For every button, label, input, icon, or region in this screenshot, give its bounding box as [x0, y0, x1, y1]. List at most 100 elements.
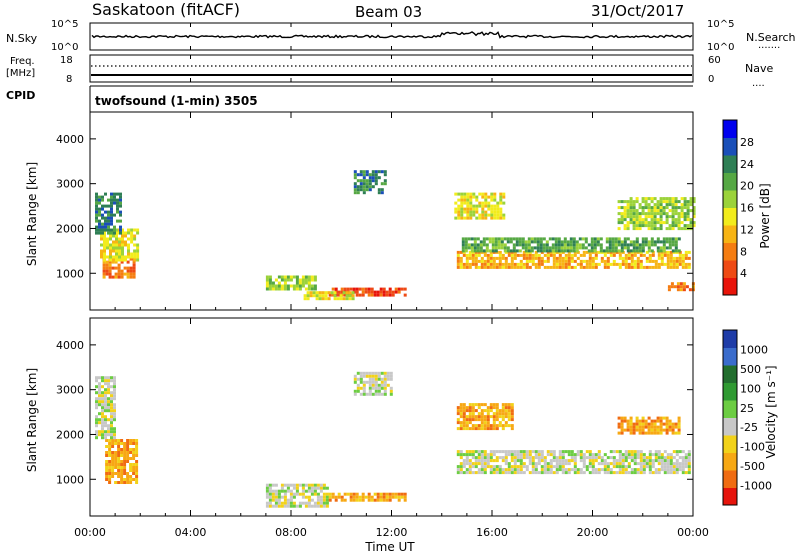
vel-cells-cell-5: [513, 465, 517, 469]
power-cells-cell-10: [680, 215, 684, 219]
vel-cells-cell-1: [110, 403, 113, 407]
vel-cells-cell-4: [356, 386, 360, 390]
freq-unit: [MHz]: [6, 68, 35, 79]
vel-cells-cell-4: [356, 383, 360, 387]
power-cells-cell-7: [486, 253, 490, 257]
vel-cells-cell-6: [495, 403, 499, 407]
vel-cells-cell-6: [480, 418, 484, 422]
vel-cells-cell-0: [114, 463, 118, 466]
power-cells-cell-8: [548, 237, 552, 241]
power-cells-cell-10: [644, 203, 648, 207]
power-cells-cell-1: [103, 243, 106, 247]
vel-cells-cell-5: [576, 450, 580, 454]
vel-cells-cell-1: [113, 415, 116, 419]
vel-cells-cell-4: [353, 380, 357, 384]
power-cells-cell-9: [496, 201, 500, 205]
vel-cells-cell-2: [322, 486, 326, 490]
vel-cells-cell-0: [120, 469, 124, 472]
power-cells-cell-7: [525, 253, 529, 257]
vel-cells-cell-0: [123, 469, 127, 472]
vel-cells-cell-0: [120, 439, 124, 442]
vel-cells-cell-7: [668, 422, 672, 426]
power-cells-cell-10: [677, 206, 681, 210]
power-cells-cell-1: [109, 255, 112, 259]
vel-cells-cell-2: [301, 489, 305, 493]
vel-cells-cell-1: [98, 394, 101, 398]
power-cells-cell-10: [635, 221, 639, 225]
vel-cells-cell-6: [459, 421, 463, 425]
vel-cells-cell-5: [546, 465, 550, 469]
vel-cells-cell-0: [135, 460, 139, 463]
power-cells-cell-9: [472, 192, 476, 196]
vel-cells-cell-2: [307, 501, 311, 505]
vel-cells-cell-3: [358, 495, 362, 499]
power-cells-cell-7: [609, 253, 613, 257]
vel-cells-cell-4: [371, 371, 375, 375]
vel-cells-cell-5: [582, 459, 586, 463]
vel-cells-cell-0: [114, 442, 118, 445]
power-cells-cell-10: [656, 221, 660, 225]
vel-cells-cell-3: [328, 492, 332, 496]
power-cells-cell-8: [617, 243, 621, 247]
vel-cells-cell-6: [501, 427, 505, 431]
vel-cells-cell-5: [630, 468, 634, 472]
vel-cells-cell-5: [621, 465, 625, 469]
vel-cells-cell-5: [513, 450, 517, 454]
power-cells-cell-7: [489, 259, 493, 263]
power-cells-cell-7: [519, 259, 523, 263]
vel-cells-cell-5: [489, 471, 493, 475]
power-cells-cell-10: [623, 200, 627, 204]
vel-cells-cell-0: [126, 445, 130, 448]
power-cells-cell-1: [109, 258, 112, 262]
vel-cells-cell-6: [474, 403, 478, 407]
power-cells-cell-10: [638, 224, 642, 228]
power-cells-cell-8: [545, 240, 549, 244]
vel-cells-cell-0: [135, 448, 139, 451]
power-cells-cell-7: [654, 265, 658, 269]
vel-cells-cell-6: [483, 421, 487, 425]
power-cells-cell-4: [334, 287, 338, 291]
power-cells-cell-7: [657, 256, 661, 260]
power-cells-cell-8: [494, 243, 498, 247]
power-cells-cell-3: [286, 287, 290, 291]
vel-cells-cell-3: [346, 492, 350, 496]
vel-cells-cell-5: [594, 468, 598, 472]
vel-cells-cell-5: [567, 462, 571, 466]
power-cells-cell-8: [506, 240, 510, 244]
power-cells-cell-8: [557, 249, 561, 253]
power-cells-cell-10: [644, 206, 648, 210]
power-cells-cell-8: [500, 243, 504, 247]
power-cells-cell-10: [617, 221, 621, 225]
power-cells-cell-10: [638, 206, 642, 210]
power-cells-cell-8: [596, 237, 600, 241]
vel-cells-cell-6: [510, 424, 514, 428]
vel-cells-cell-5: [582, 471, 586, 475]
nsearch-tick-low: 10^0: [707, 42, 734, 53]
power-cells-cell-2: [107, 204, 110, 208]
power-cells-cell-8: [584, 240, 588, 244]
vel-cells-cell-4: [359, 386, 363, 390]
power-cells-cell-7: [534, 262, 538, 266]
power-cells-cell-8: [545, 249, 549, 253]
vel-cells-cell-5: [534, 465, 538, 469]
power-cells-cell-8: [497, 237, 501, 241]
power-cells-cell-8: [488, 240, 492, 244]
power-cells-cell-8: [485, 246, 489, 250]
power-cells-cell-9: [457, 210, 461, 214]
power-cells-cell-8: [635, 240, 639, 244]
vel-cells-cell-1: [110, 418, 113, 422]
vel-cells-cell-7: [665, 428, 669, 432]
power-cells-cell-9: [502, 192, 506, 196]
power-cells-cell-3: [307, 281, 311, 285]
power-cells-cell-6: [359, 185, 363, 189]
power-cells-cell-1: [100, 234, 103, 238]
vel-cells-cell-6: [504, 403, 508, 407]
vel-cells-cell-7: [677, 419, 681, 423]
vel-cells-cell-5: [492, 465, 496, 469]
power-cells-cell-8: [467, 243, 471, 247]
cpid-text: twofsound (1-min) 3505: [95, 94, 258, 108]
vel-cells-cell-5: [534, 453, 538, 457]
vel-cells-cell-5: [654, 453, 658, 457]
